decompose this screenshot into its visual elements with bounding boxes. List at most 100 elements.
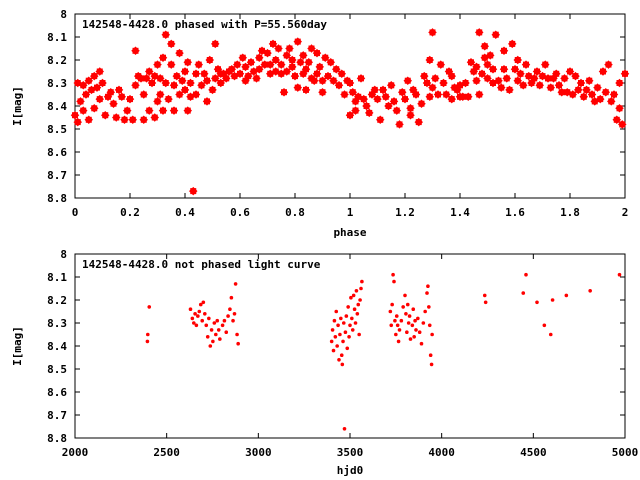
data-point xyxy=(622,70,628,77)
y-tick-label: 8.8 xyxy=(47,192,67,205)
data-point xyxy=(465,93,472,100)
data-point xyxy=(226,314,230,318)
data-point xyxy=(547,84,554,91)
data-point xyxy=(608,98,615,105)
data-point xyxy=(429,84,436,91)
data-point xyxy=(278,70,285,77)
data-point xyxy=(168,61,175,68)
y-tick-label: 8.5 xyxy=(47,123,67,136)
data-point xyxy=(528,80,535,86)
data-point xyxy=(99,80,106,86)
x-tick-label: 3500 xyxy=(337,446,364,459)
data-point xyxy=(352,307,357,312)
data-point xyxy=(406,321,411,325)
data-point xyxy=(105,93,111,100)
data-point xyxy=(311,77,318,84)
data-point xyxy=(332,318,337,323)
data-point xyxy=(462,80,469,86)
plot-frame xyxy=(74,253,626,439)
data-point xyxy=(397,328,402,332)
y-tick-label: 8.6 xyxy=(47,146,67,159)
data-point xyxy=(392,279,396,284)
data-point xyxy=(347,80,353,86)
data-point xyxy=(355,93,362,100)
data-point xyxy=(501,47,507,54)
data-point xyxy=(215,318,220,323)
data-point xyxy=(617,272,622,277)
data-point xyxy=(88,86,95,93)
data-point xyxy=(506,86,513,93)
x-tick-label: 0.2 xyxy=(120,206,140,219)
data-point xyxy=(539,73,546,80)
data-point xyxy=(176,91,183,98)
data-point xyxy=(146,68,153,75)
data-point xyxy=(322,54,329,61)
data-point xyxy=(564,293,569,298)
data-point xyxy=(569,91,576,98)
data-point xyxy=(208,344,213,348)
data-point xyxy=(198,82,205,89)
data-point xyxy=(272,57,279,63)
data-point xyxy=(138,75,144,82)
data-point xyxy=(405,302,410,307)
data-point xyxy=(412,335,416,339)
data-point xyxy=(414,328,418,332)
data-point xyxy=(426,57,433,63)
data-point xyxy=(292,73,298,80)
data-point xyxy=(264,50,271,57)
data-point xyxy=(407,105,414,112)
y-tick-label: 8.6 xyxy=(47,386,67,399)
data-point xyxy=(231,318,235,323)
data-point xyxy=(446,68,452,75)
y-tick-label: 8.7 xyxy=(47,169,67,182)
data-point xyxy=(427,323,432,328)
data-point xyxy=(350,328,355,332)
data-point xyxy=(203,312,207,316)
data-point xyxy=(116,86,122,93)
data-point xyxy=(531,75,538,82)
data-point xyxy=(354,289,359,293)
data-point xyxy=(534,68,540,75)
data-point xyxy=(353,321,358,325)
data-point xyxy=(329,339,334,344)
data-point xyxy=(216,328,221,332)
data-point xyxy=(334,309,339,314)
data-point xyxy=(473,63,480,70)
data-point xyxy=(330,328,335,332)
data-point xyxy=(374,96,381,103)
data-point xyxy=(118,93,125,100)
data-point xyxy=(74,80,81,86)
data-point xyxy=(333,335,338,339)
data-point xyxy=(195,61,202,68)
data-point xyxy=(193,70,199,77)
chart-title: 142548-4428.0 not phased light curve xyxy=(82,258,321,271)
data-point xyxy=(470,68,477,75)
data-point xyxy=(147,305,152,309)
data-point xyxy=(600,68,606,75)
data-point xyxy=(212,40,219,47)
data-point xyxy=(187,80,194,86)
data-point xyxy=(179,77,186,84)
data-point xyxy=(331,348,336,353)
data-point xyxy=(476,91,483,98)
data-point xyxy=(371,86,378,93)
data-point xyxy=(281,89,287,96)
data-point xyxy=(348,323,352,328)
data-point xyxy=(85,116,92,123)
data-point xyxy=(267,61,274,68)
data-point xyxy=(484,75,491,82)
data-points xyxy=(145,272,622,431)
y-tick-label: 8.1 xyxy=(47,271,67,284)
data-point xyxy=(394,314,399,318)
data-point xyxy=(589,91,595,98)
data-point xyxy=(242,77,249,84)
data-point xyxy=(594,84,601,91)
data-point xyxy=(327,59,334,66)
data-point xyxy=(391,272,395,277)
data-point xyxy=(220,323,225,328)
data-point xyxy=(316,63,323,70)
data-point xyxy=(77,98,84,105)
data-point xyxy=(300,52,307,59)
data-point xyxy=(448,96,455,103)
data-point xyxy=(96,96,103,103)
